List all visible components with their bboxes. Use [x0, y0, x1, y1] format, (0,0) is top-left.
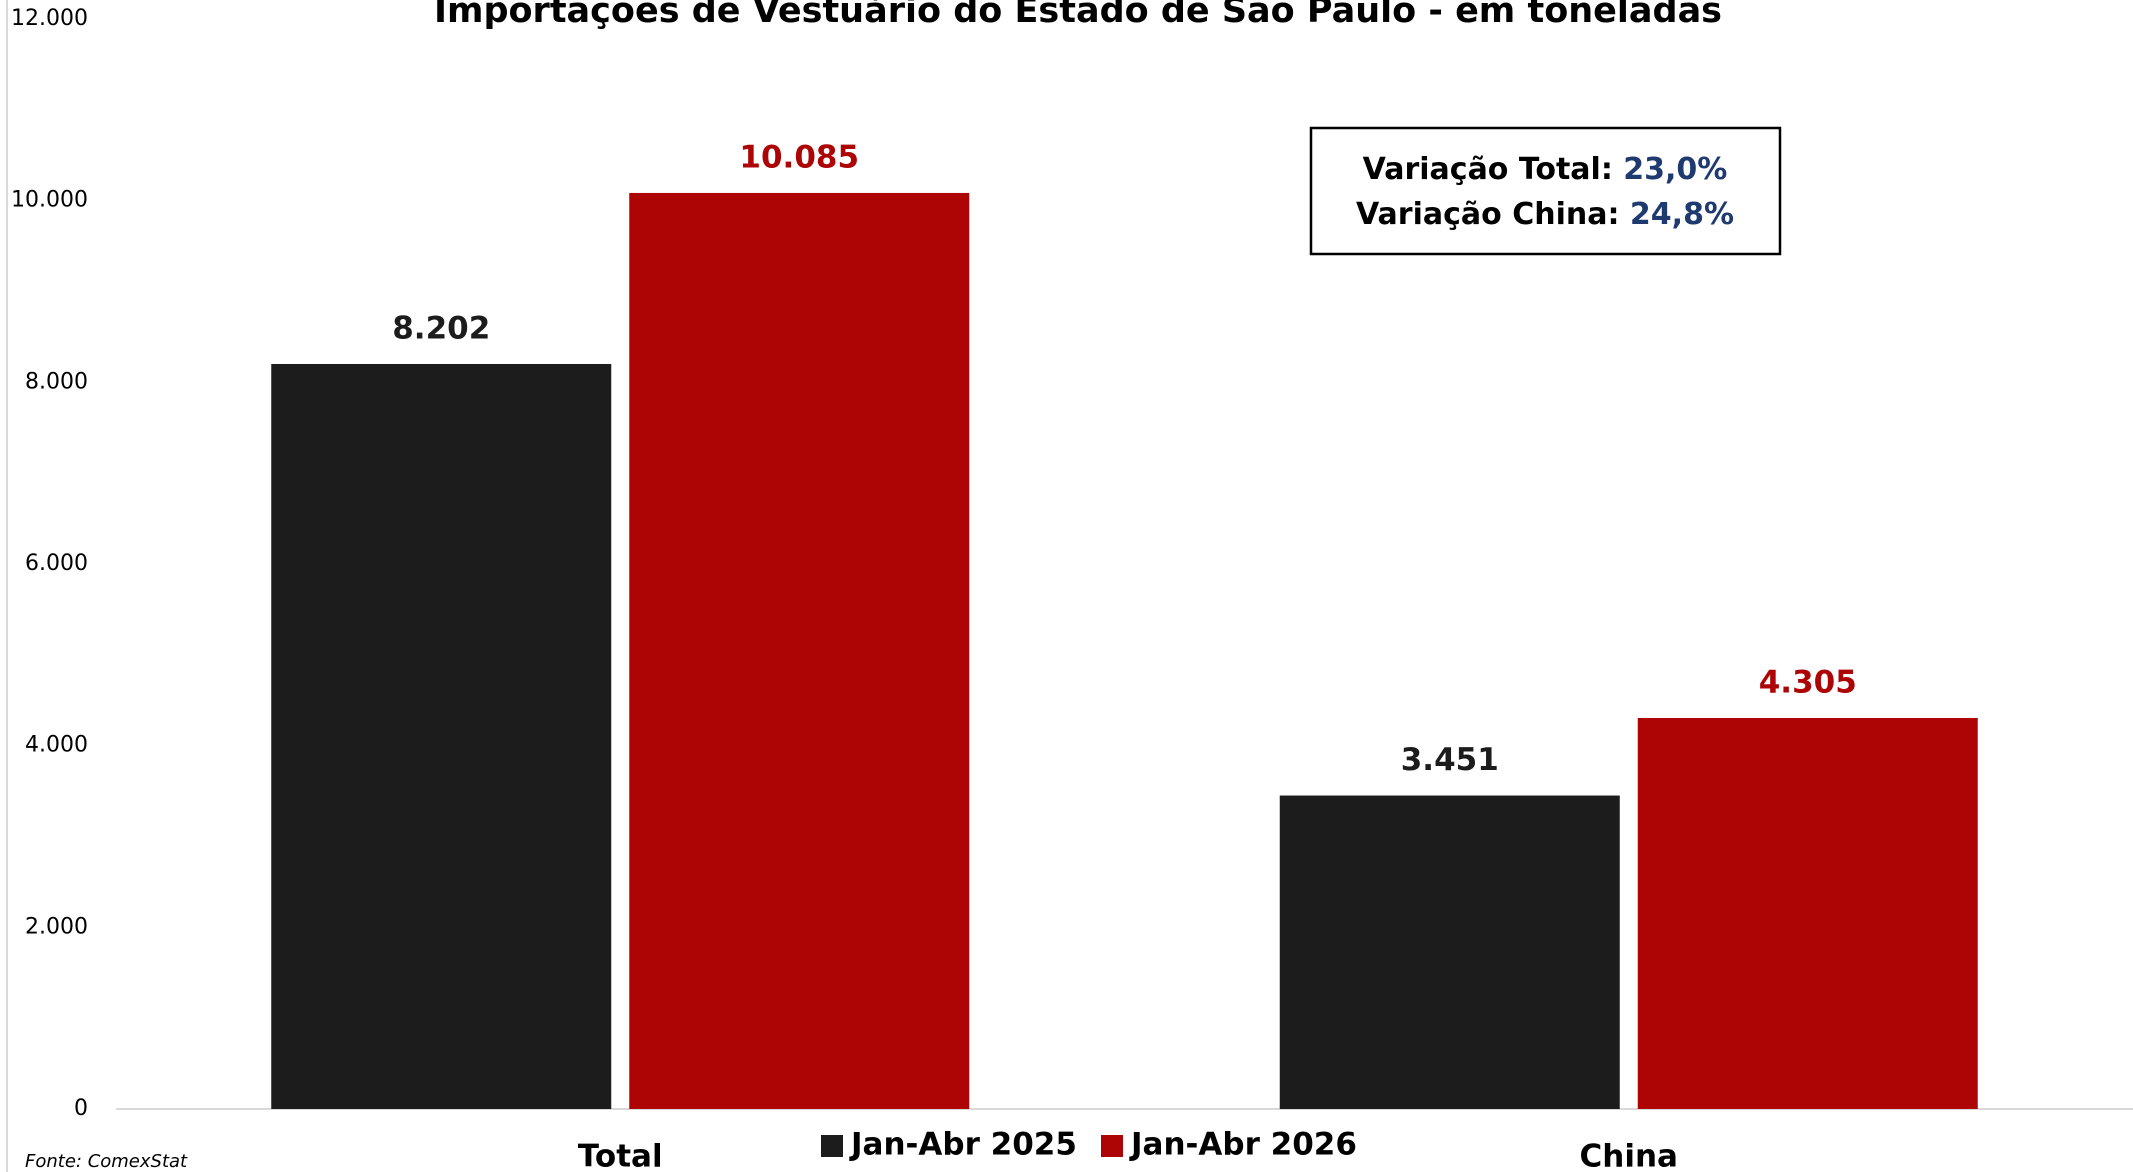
data-label: 3.451	[1401, 742, 1499, 778]
data-label: 10.085	[739, 139, 859, 175]
legend-swatch	[821, 1135, 843, 1157]
source: Fonte: ComexStat	[25, 1151, 188, 1172]
y-tick-label: 4.000	[25, 733, 88, 758]
annotation-label: Variação Total:	[1363, 152, 1613, 187]
data-label: 8.202	[392, 310, 490, 346]
y-tick-label: 10.000	[11, 188, 88, 213]
bar	[1637, 717, 1978, 1109]
y-tick-label: 12.000	[11, 6, 88, 31]
legend-label: Jan-Abr 2026	[1129, 1127, 1357, 1163]
chart-title: Importações de Vestuário do Estado de Sã…	[434, 0, 1722, 31]
y-tick-label: 8.000	[25, 369, 88, 394]
annotation-box	[1309, 126, 1782, 256]
annotation-value: 23,0%	[1623, 152, 1727, 187]
data-label: 4.305	[1759, 664, 1857, 700]
x-tick-label: Total	[578, 1139, 663, 1172]
annotation: Variação Total: 23,0%	[1363, 152, 1728, 187]
bar	[271, 363, 612, 1109]
annotation-value: 24,8%	[1630, 197, 1734, 232]
legend-label: Jan-Abr 2025	[849, 1127, 1077, 1163]
annotation-label: Variação China:	[1356, 197, 1619, 232]
legend-swatch	[1101, 1135, 1123, 1157]
annotation: Variação China: 24,8%	[1356, 197, 1734, 232]
y-tick-label: 2.000	[25, 914, 88, 939]
y-tick-label: 0	[74, 1096, 88, 1121]
bar	[1279, 795, 1620, 1109]
bar	[629, 192, 970, 1110]
y-tick-label: 6.000	[25, 551, 88, 576]
x-tick-label: China	[1580, 1139, 1678, 1172]
